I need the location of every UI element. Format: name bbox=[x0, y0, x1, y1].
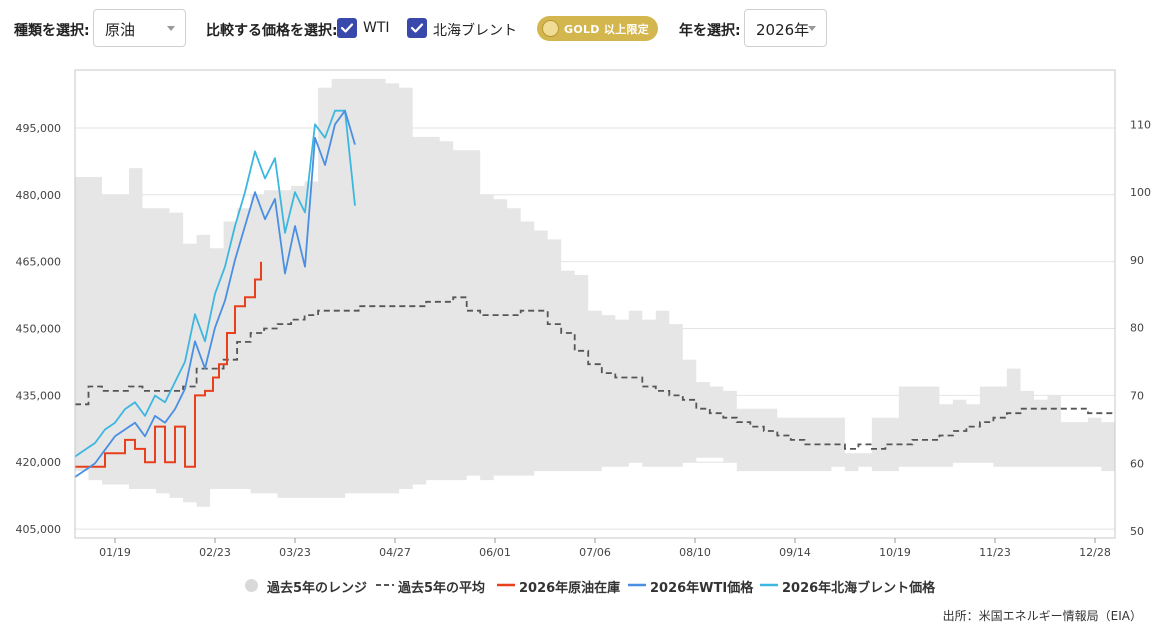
type-label: 種類を選択: bbox=[14, 23, 90, 39]
y-axis-left: 405,000 420,000 435,000 450,000 465,000 480,0… bbox=[16, 122, 62, 536]
source-note: 出所：米国エネルギー情報局（EIA） bbox=[942, 609, 1142, 623]
gold-badge-text: GOLD 以上限定 bbox=[564, 23, 650, 36]
x-tick-label: 10/19 bbox=[879, 546, 911, 559]
gold-coin-icon bbox=[542, 20, 559, 37]
y-left-tick-label: 450,000 bbox=[16, 323, 62, 336]
legend-label: 過去5年のレンジ bbox=[267, 581, 368, 596]
y-left-tick-label: 435,000 bbox=[16, 389, 62, 402]
check-icon bbox=[410, 23, 424, 33]
x-tick-label: 07/06 bbox=[579, 546, 611, 559]
legend-swatch bbox=[497, 583, 515, 587]
range-band-area bbox=[75, 78, 1115, 507]
y-left-tick-label: 405,000 bbox=[16, 523, 62, 536]
y-right-tick-label: 100 bbox=[1130, 186, 1151, 199]
legend-label: 2026年WTI価格 bbox=[650, 581, 754, 596]
x-tick-label: 12/28 bbox=[1079, 546, 1111, 559]
wti-line bbox=[74, 109, 356, 478]
year-select-value: 2026年 bbox=[756, 21, 810, 39]
legend-swatch bbox=[760, 583, 778, 587]
y-right-tick-label: 80 bbox=[1130, 322, 1144, 335]
x-axis: 01/19 02/23 03/23 04/27 06/01 07/06 08/10 09/14… bbox=[99, 538, 1111, 559]
legend: 過去5年のレンジ 過去5年の平均 2026年原油在庫 2026年WTI価格 20… bbox=[0, 576, 1158, 596]
x-tick-label: 06/01 bbox=[479, 546, 511, 559]
legend-swatch bbox=[628, 583, 646, 587]
wti-checkbox[interactable] bbox=[337, 18, 357, 38]
y-left-tick-label: 420,000 bbox=[16, 456, 62, 469]
wti-checkbox-label[interactable]: WTI bbox=[363, 20, 390, 36]
brent-checkbox-label[interactable]: 北海ブレント bbox=[433, 23, 517, 39]
toolbar: 種類を選択: 原油 比較する価格を選択: WTI 北海ブレント GOLD 以上限… bbox=[0, 0, 1158, 60]
range-band bbox=[75, 78, 1115, 507]
x-tick-label: 08/10 bbox=[679, 546, 711, 559]
y-left-tick-label: 480,000 bbox=[16, 189, 62, 202]
x-tick-label: 02/23 bbox=[199, 546, 231, 559]
year-label: 年を選択: bbox=[679, 23, 741, 39]
year-select[interactable]: 2026年 bbox=[744, 9, 827, 47]
y-left-tick-label: 465,000 bbox=[16, 256, 62, 269]
series-lines bbox=[74, 109, 1115, 478]
crude-oil-chart: 405,000 420,000 435,000 450,000 465,000 480,0… bbox=[16, 69, 1151, 559]
x-tick-label: 03/23 bbox=[279, 546, 311, 559]
check-icon bbox=[340, 23, 354, 33]
y-right-tick-label: 90 bbox=[1130, 254, 1144, 267]
chevron-down-icon bbox=[167, 26, 175, 31]
gold-badge[interactable]: GOLD 以上限定 bbox=[537, 16, 658, 41]
x-tick-label: 01/19 bbox=[99, 546, 131, 559]
y-right-tick-label: 70 bbox=[1130, 390, 1144, 403]
x-tick-label: 11/23 bbox=[979, 546, 1011, 559]
brent-checkbox[interactable] bbox=[407, 18, 427, 38]
x-tick-label: 04/27 bbox=[379, 546, 411, 559]
y-right-tick-label: 50 bbox=[1130, 525, 1144, 538]
legend-swatch bbox=[245, 579, 258, 592]
y-right-tick-label: 110 bbox=[1130, 118, 1151, 131]
y-right-tick-label: 60 bbox=[1130, 457, 1144, 470]
legend-label: 2026年原油在庫 bbox=[519, 581, 621, 596]
legend-label: 2026年北海ブレント価格 bbox=[782, 581, 936, 596]
chevron-down-icon bbox=[808, 26, 816, 31]
legend-swatch bbox=[376, 584, 394, 586]
type-select-value: 原油 bbox=[105, 21, 136, 39]
average-line bbox=[75, 296, 1115, 450]
y-axis-right: 50 60 70 80 90 100 110 bbox=[1130, 118, 1151, 538]
brent-line bbox=[74, 109, 356, 458]
x-tick-label: 09/14 bbox=[779, 546, 811, 559]
legend-label: 過去5年の平均 bbox=[398, 581, 486, 596]
y-left-tick-label: 495,000 bbox=[16, 122, 62, 135]
inventory-line bbox=[75, 261, 262, 468]
type-select[interactable]: 原油 bbox=[93, 9, 186, 47]
compare-label: 比較する価格を選択: bbox=[206, 23, 338, 39]
